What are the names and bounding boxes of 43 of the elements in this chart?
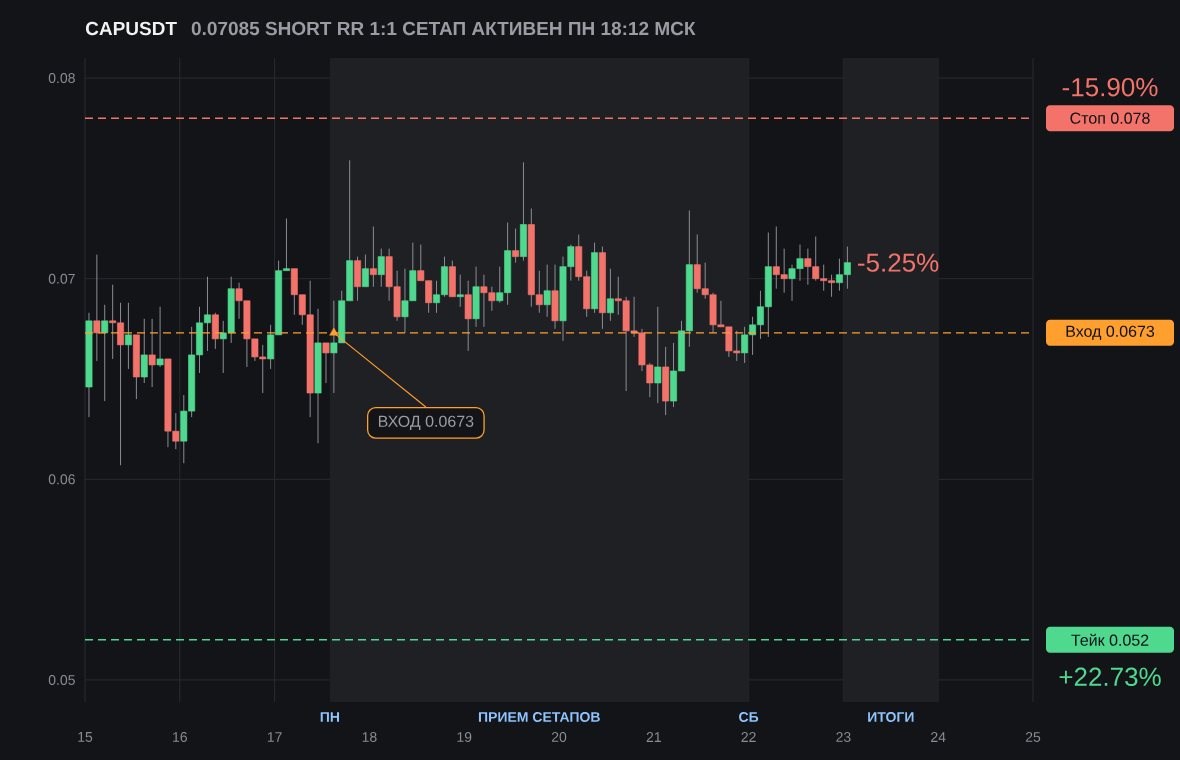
candlestick — [512, 228, 520, 264]
ref-line-label: Вход 0.0673 — [1066, 325, 1155, 341]
chart-subtitle: 0.07085 SHORT RR 1:1 СЕТАП АКТИВЕН ПН 18:12 МСК — [191, 21, 696, 36]
chart-title: CAPUSDT — [85, 21, 177, 36]
candlestick — [156, 306, 164, 368]
candlestick — [124, 302, 132, 370]
candlestick — [377, 248, 385, 288]
y-tick-label: 0.06 — [48, 474, 75, 485]
x-tick-label: 19 — [457, 732, 472, 742]
candlestick — [456, 274, 464, 308]
x-tick-label: 23 — [836, 732, 851, 742]
text: ПН — [320, 712, 340, 722]
candlestick — [140, 318, 148, 384]
candlestick — [606, 268, 614, 322]
text: -15.90% — [1062, 77, 1158, 97]
x-tick-label: 24 — [931, 732, 946, 742]
candlestick — [654, 306, 662, 404]
y-tick-label: 0.05 — [48, 674, 75, 685]
band-label: ИТОГИ — [868, 712, 914, 722]
x-tick-label: 21 — [646, 732, 661, 742]
x-tick-label: 20 — [551, 732, 567, 742]
candlestick — [101, 304, 109, 402]
band-label: ПРИЕМ СЕТАПОВ — [478, 712, 600, 722]
text: +22.73% — [1059, 667, 1161, 687]
annotation: ВХОД 0.0673 — [378, 415, 474, 431]
candlestick — [369, 226, 377, 288]
text: СБ — [739, 712, 759, 722]
candlestick — [93, 254, 101, 362]
candlestick — [322, 342, 330, 384]
candlestick — [148, 318, 156, 388]
y-tick-label: 0.08 — [48, 73, 75, 84]
x-tick-label: 16 — [173, 732, 187, 742]
annotation: -5.25% — [858, 253, 939, 272]
x-tick-label: 18 — [362, 732, 377, 742]
x-tick-label: 17 — [267, 732, 282, 742]
candlestick — [543, 264, 551, 318]
x-tick-label: 15 — [78, 732, 93, 742]
x-tick-label: 25 — [1025, 732, 1041, 742]
x-tick-label: 22 — [741, 732, 756, 742]
ref-line-label: Тейк 0.052 — [1071, 633, 1149, 646]
candlestick — [361, 254, 369, 288]
ref-line-label: Стоп 0.078 — [1070, 112, 1150, 124]
y-tick-label: 0.07 — [48, 273, 75, 284]
